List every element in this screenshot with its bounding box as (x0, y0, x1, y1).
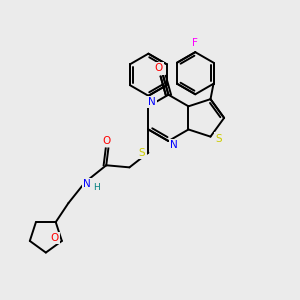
Text: H: H (93, 183, 100, 192)
Text: N: N (148, 97, 155, 107)
Text: S: S (216, 134, 222, 144)
Text: F: F (192, 38, 198, 48)
Text: N: N (83, 179, 91, 189)
Text: O: O (50, 233, 59, 243)
Text: O: O (155, 63, 163, 74)
Text: O: O (102, 136, 110, 146)
Text: S: S (139, 148, 145, 158)
Text: N: N (170, 140, 178, 150)
